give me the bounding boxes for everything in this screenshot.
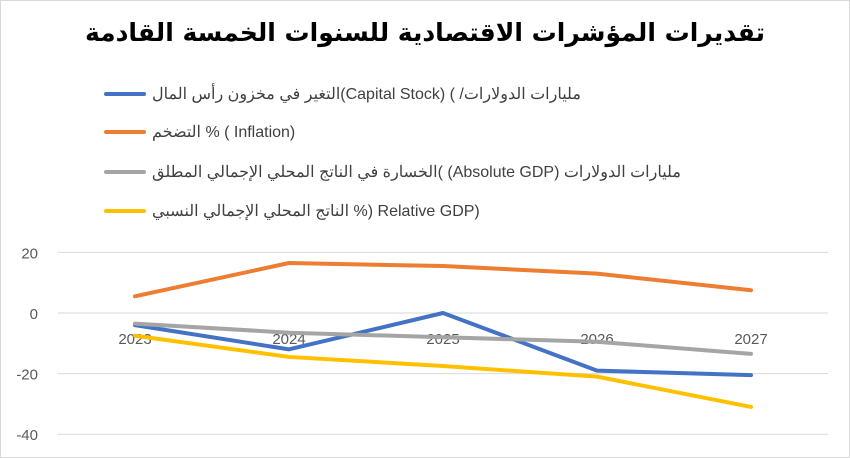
legend-label-absolute-gdp: الخسارة في الناتج المحلي الإجمالي المطلق… bbox=[152, 164, 681, 181]
legend-item-absolute-gdp[interactable]: الخسارة في الناتج المحلي الإجمالي المطلق… bbox=[104, 160, 681, 184]
y-tick-label-0: 20 bbox=[21, 245, 38, 262]
legend-label-capital-stock: التغير في مخزون رأس المال(Capital Stock)… bbox=[152, 86, 581, 103]
y-tick-label-3: -40 bbox=[16, 427, 38, 444]
x-tick-label-4: 2027 bbox=[734, 331, 767, 348]
x-tick-label-0: 2023 bbox=[118, 331, 151, 348]
y-tick-label-2: -20 bbox=[16, 367, 38, 384]
series-line-2 bbox=[133, 321, 753, 356]
legend-label-inflation: التضخم % ( Inflation) bbox=[152, 124, 296, 141]
series-line-0 bbox=[133, 311, 753, 378]
y-tick-label-1: 0 bbox=[30, 306, 38, 323]
legend-swatch-inflation bbox=[104, 130, 146, 134]
legend-item-inflation[interactable]: التضخم % ( Inflation) bbox=[104, 120, 295, 144]
legend-swatch-relative-gdp bbox=[104, 209, 146, 213]
legend-item-relative-gdp[interactable]: الناتج المحلي الإجمالي النسبي %) Relativ… bbox=[104, 199, 480, 223]
series-line-1 bbox=[133, 261, 753, 299]
chart-title: تقديرات المؤشرات الاقتصادية للسنوات الخم… bbox=[84, 18, 766, 47]
legend-swatch-absolute-gdp bbox=[104, 170, 146, 174]
legend-label-relative-gdp: الناتج المحلي الإجمالي النسبي %) Relativ… bbox=[152, 203, 480, 220]
series-line-3 bbox=[133, 333, 753, 409]
legend-swatch-capital-stock bbox=[104, 92, 146, 96]
x-tick-label-1: 2024 bbox=[272, 331, 305, 348]
legend-item-capital-stock[interactable]: التغير في مخزون رأس المال(Capital Stock)… bbox=[104, 82, 581, 106]
